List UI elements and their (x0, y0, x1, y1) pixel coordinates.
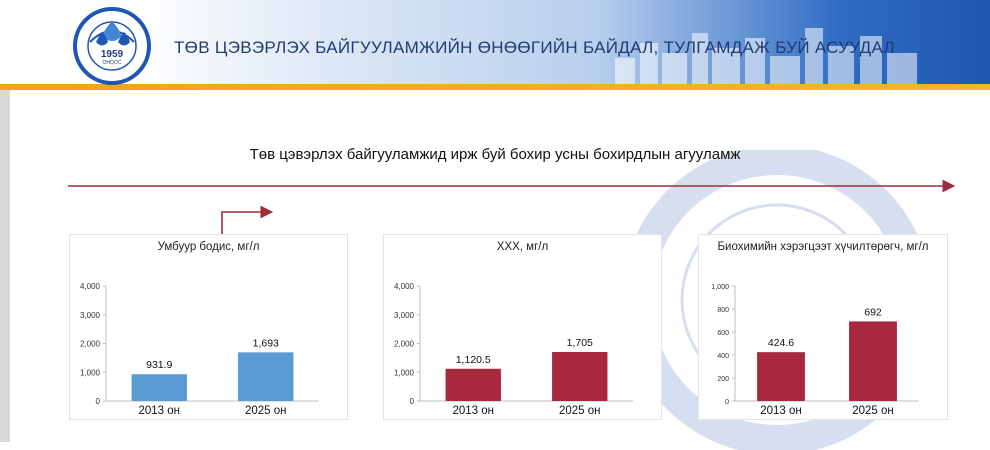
data-label: 1,705 (567, 337, 593, 349)
bar-1 (131, 374, 187, 401)
y-tick-label: 0 (725, 399, 729, 406)
bar-1 (445, 368, 501, 401)
y-tick-label: 200 (717, 376, 729, 383)
x-category-label: 2013 он (138, 405, 180, 417)
y-tick-label: 1,000 (80, 368, 101, 377)
chart-1-title: Умбуур бодис, мг/л (157, 241, 260, 253)
x-category-label: 2013 он (760, 405, 802, 417)
y-tick-label: 2,000 (80, 340, 101, 349)
chart-panel-1: Умбуур бодис, мг/л 0 1,000 2,000 3,000 4,000… (69, 234, 348, 420)
bar-2 (238, 352, 294, 401)
data-label: 692 (864, 306, 882, 318)
chart-3-svg: 0 200 400 600 800 1,000 424.6 2013 он 692 2025 он (711, 284, 919, 417)
y-tick-label: 4,000 (394, 282, 415, 291)
data-label: 424.6 (768, 337, 794, 349)
logo-year: 1959 (101, 49, 124, 60)
organization-logo: 1959 ОНООС (73, 7, 151, 85)
header-accent-bar (0, 84, 990, 90)
y-tick-label: 1,000 (394, 368, 415, 377)
chart-2-title: ХХХ, мг/л (496, 241, 549, 253)
bar-2 (849, 321, 897, 401)
data-label: 1,120.5 (456, 354, 491, 366)
x-category-label: 2013 он (452, 405, 494, 417)
y-tick-label: 0 (410, 397, 415, 406)
left-margin-strip (0, 90, 10, 442)
header-banner (0, 0, 990, 88)
y-tick-label: 3,000 (394, 311, 415, 320)
x-category-label: 2025 он (852, 405, 894, 417)
y-tick-label: 1,000 (711, 284, 729, 291)
city-skyline-image (615, 28, 917, 88)
x-category-label: 2025 он (559, 405, 601, 417)
y-tick-label: 3,000 (80, 311, 101, 320)
chart-2-svg: 0 1,000 2,000 3,000 4,000 1,120.5 2013 он 1,705… (394, 282, 633, 417)
chart-panel-2: ХХХ, мг/л 0 1,000 2,000 3,000 4,000 1,120.5 20… (383, 234, 662, 420)
y-tick-label: 0 (96, 397, 101, 406)
y-tick-label: 4,000 (80, 282, 101, 291)
y-tick-label: 800 (717, 307, 729, 314)
y-tick-label: 600 (717, 330, 729, 337)
logo-year-sub: ОНООС (103, 60, 122, 66)
chart-1-svg: 0 1,000 2,000 3,000 4,000 931.9 2013 он 1,693 20… (80, 282, 319, 417)
chart-3-title: Биохимийн хэрэгцээт хүчилтөрөгч, мг/л (717, 241, 929, 253)
bar-1 (757, 352, 805, 401)
y-tick-label: 400 (717, 353, 729, 360)
data-label: 931.9 (146, 359, 172, 371)
x-category-label: 2025 он (245, 405, 287, 417)
y-tick-label: 2,000 (394, 340, 415, 349)
chart-panel-3: Биохимийн хэрэгцээт хүчилтөрөгч, мг/л 0 2… (698, 234, 948, 420)
data-label: 1,693 (253, 337, 279, 349)
page-title: ТӨВ ЦЭВЭРЛЭХ БАЙГУУЛАМЖИЙН ӨНӨӨГИЙН БАЙД… (174, 38, 895, 57)
chart-subtitle: Төв цэвэрлэх байгууламжид ирж буй бохир … (249, 146, 741, 163)
bar-2 (552, 351, 608, 401)
